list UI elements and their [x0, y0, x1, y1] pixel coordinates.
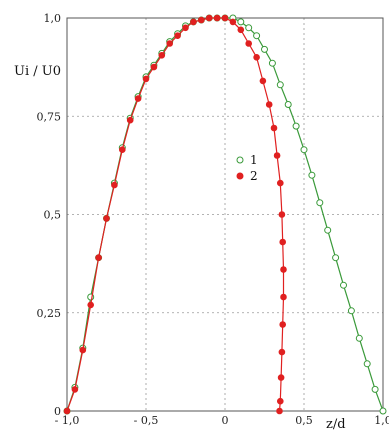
x-tick-label: - 1,0 — [55, 414, 80, 427]
series-2-point — [276, 397, 284, 405]
series-2-point — [119, 146, 126, 153]
series-1-point — [284, 101, 292, 108]
series-2-point — [276, 407, 283, 415]
series-1-point — [324, 226, 332, 234]
series-2-point — [95, 254, 102, 262]
series-1-point — [308, 171, 316, 179]
series-1-point — [276, 81, 284, 89]
y-axis-label: Ui / U0 — [14, 64, 61, 79]
series-2-point — [126, 116, 134, 124]
y-tick-label: 0,75 — [37, 110, 62, 123]
series-2-point — [79, 346, 87, 354]
series-2-point — [279, 321, 287, 328]
tick-layer: - 1,0 - 0,5 0 0,5 1,0 0 0,25 0,5 0,75 1,0 — [37, 12, 389, 427]
series-1-point — [300, 146, 308, 154]
series-2-point — [273, 152, 281, 159]
series-2-point — [245, 40, 252, 47]
series-2 — [63, 14, 287, 415]
series-2-point — [190, 18, 197, 26]
series-2-point — [237, 26, 245, 34]
series-1-point — [253, 32, 261, 40]
series-2-point — [158, 51, 166, 59]
y-tick-label: 0,5 — [44, 209, 62, 222]
series-1-point — [245, 24, 253, 32]
series-layer — [63, 14, 387, 415]
series-2-point — [276, 179, 284, 187]
series-1-point — [332, 254, 340, 262]
series-2-point — [182, 24, 189, 32]
series-1-point — [379, 407, 387, 415]
series-1-point — [340, 281, 347, 289]
series-1-point — [347, 307, 355, 315]
series-2-point — [280, 293, 287, 301]
series-2-point — [174, 32, 181, 40]
series-2-point — [229, 18, 237, 26]
x-tick-label: - 0,5 — [134, 414, 159, 427]
y-tick-label: 0,25 — [37, 307, 62, 320]
series-2-point — [279, 238, 287, 246]
series-2-point — [198, 16, 205, 24]
series-2-point — [150, 63, 158, 71]
series-2-point — [111, 181, 118, 189]
x-tick-label: 0 — [222, 414, 229, 427]
series-2-point — [71, 386, 79, 393]
x-tick-label: 1,0 — [374, 414, 389, 427]
y-tick-label: 1,0 — [44, 12, 62, 25]
series-1-point — [316, 199, 324, 207]
y-tick-label: 0 — [54, 405, 61, 418]
legend-label-1: 1 — [250, 153, 258, 167]
series-1-point — [292, 122, 300, 130]
series-2-point — [166, 40, 173, 47]
legend-label-2: 2 — [250, 169, 258, 183]
series-2-point — [277, 374, 285, 381]
x-tick-label: 0,5 — [295, 414, 313, 427]
series-2-point — [87, 301, 94, 309]
legend-marker-2 — [236, 172, 244, 180]
series-2-point — [278, 211, 286, 218]
series-1-point — [363, 360, 371, 368]
series-1-point — [355, 334, 363, 342]
series-2-point — [134, 95, 142, 102]
series-2-line — [66, 17, 285, 412]
series-2-point — [221, 14, 229, 22]
series-2-point — [213, 14, 221, 22]
series-1-point — [268, 59, 276, 67]
series-1-point — [261, 45, 268, 53]
series-2-point — [142, 75, 150, 83]
series-2-point — [280, 266, 287, 273]
series-2-point — [103, 215, 110, 222]
series-2-point — [63, 407, 71, 415]
series-2-point — [278, 348, 286, 356]
legend-marker-1 — [236, 156, 244, 164]
series-2-point — [265, 101, 273, 108]
series-2-point — [259, 77, 267, 85]
series-2-point — [270, 124, 278, 132]
series-1-point — [237, 18, 245, 26]
series-1-point — [371, 385, 379, 393]
x-axis-label: z/d — [326, 417, 346, 432]
series-2-point — [205, 14, 213, 22]
series-2-point — [253, 53, 260, 61]
grid-layer — [67, 18, 383, 411]
legend: 12 — [236, 153, 258, 183]
